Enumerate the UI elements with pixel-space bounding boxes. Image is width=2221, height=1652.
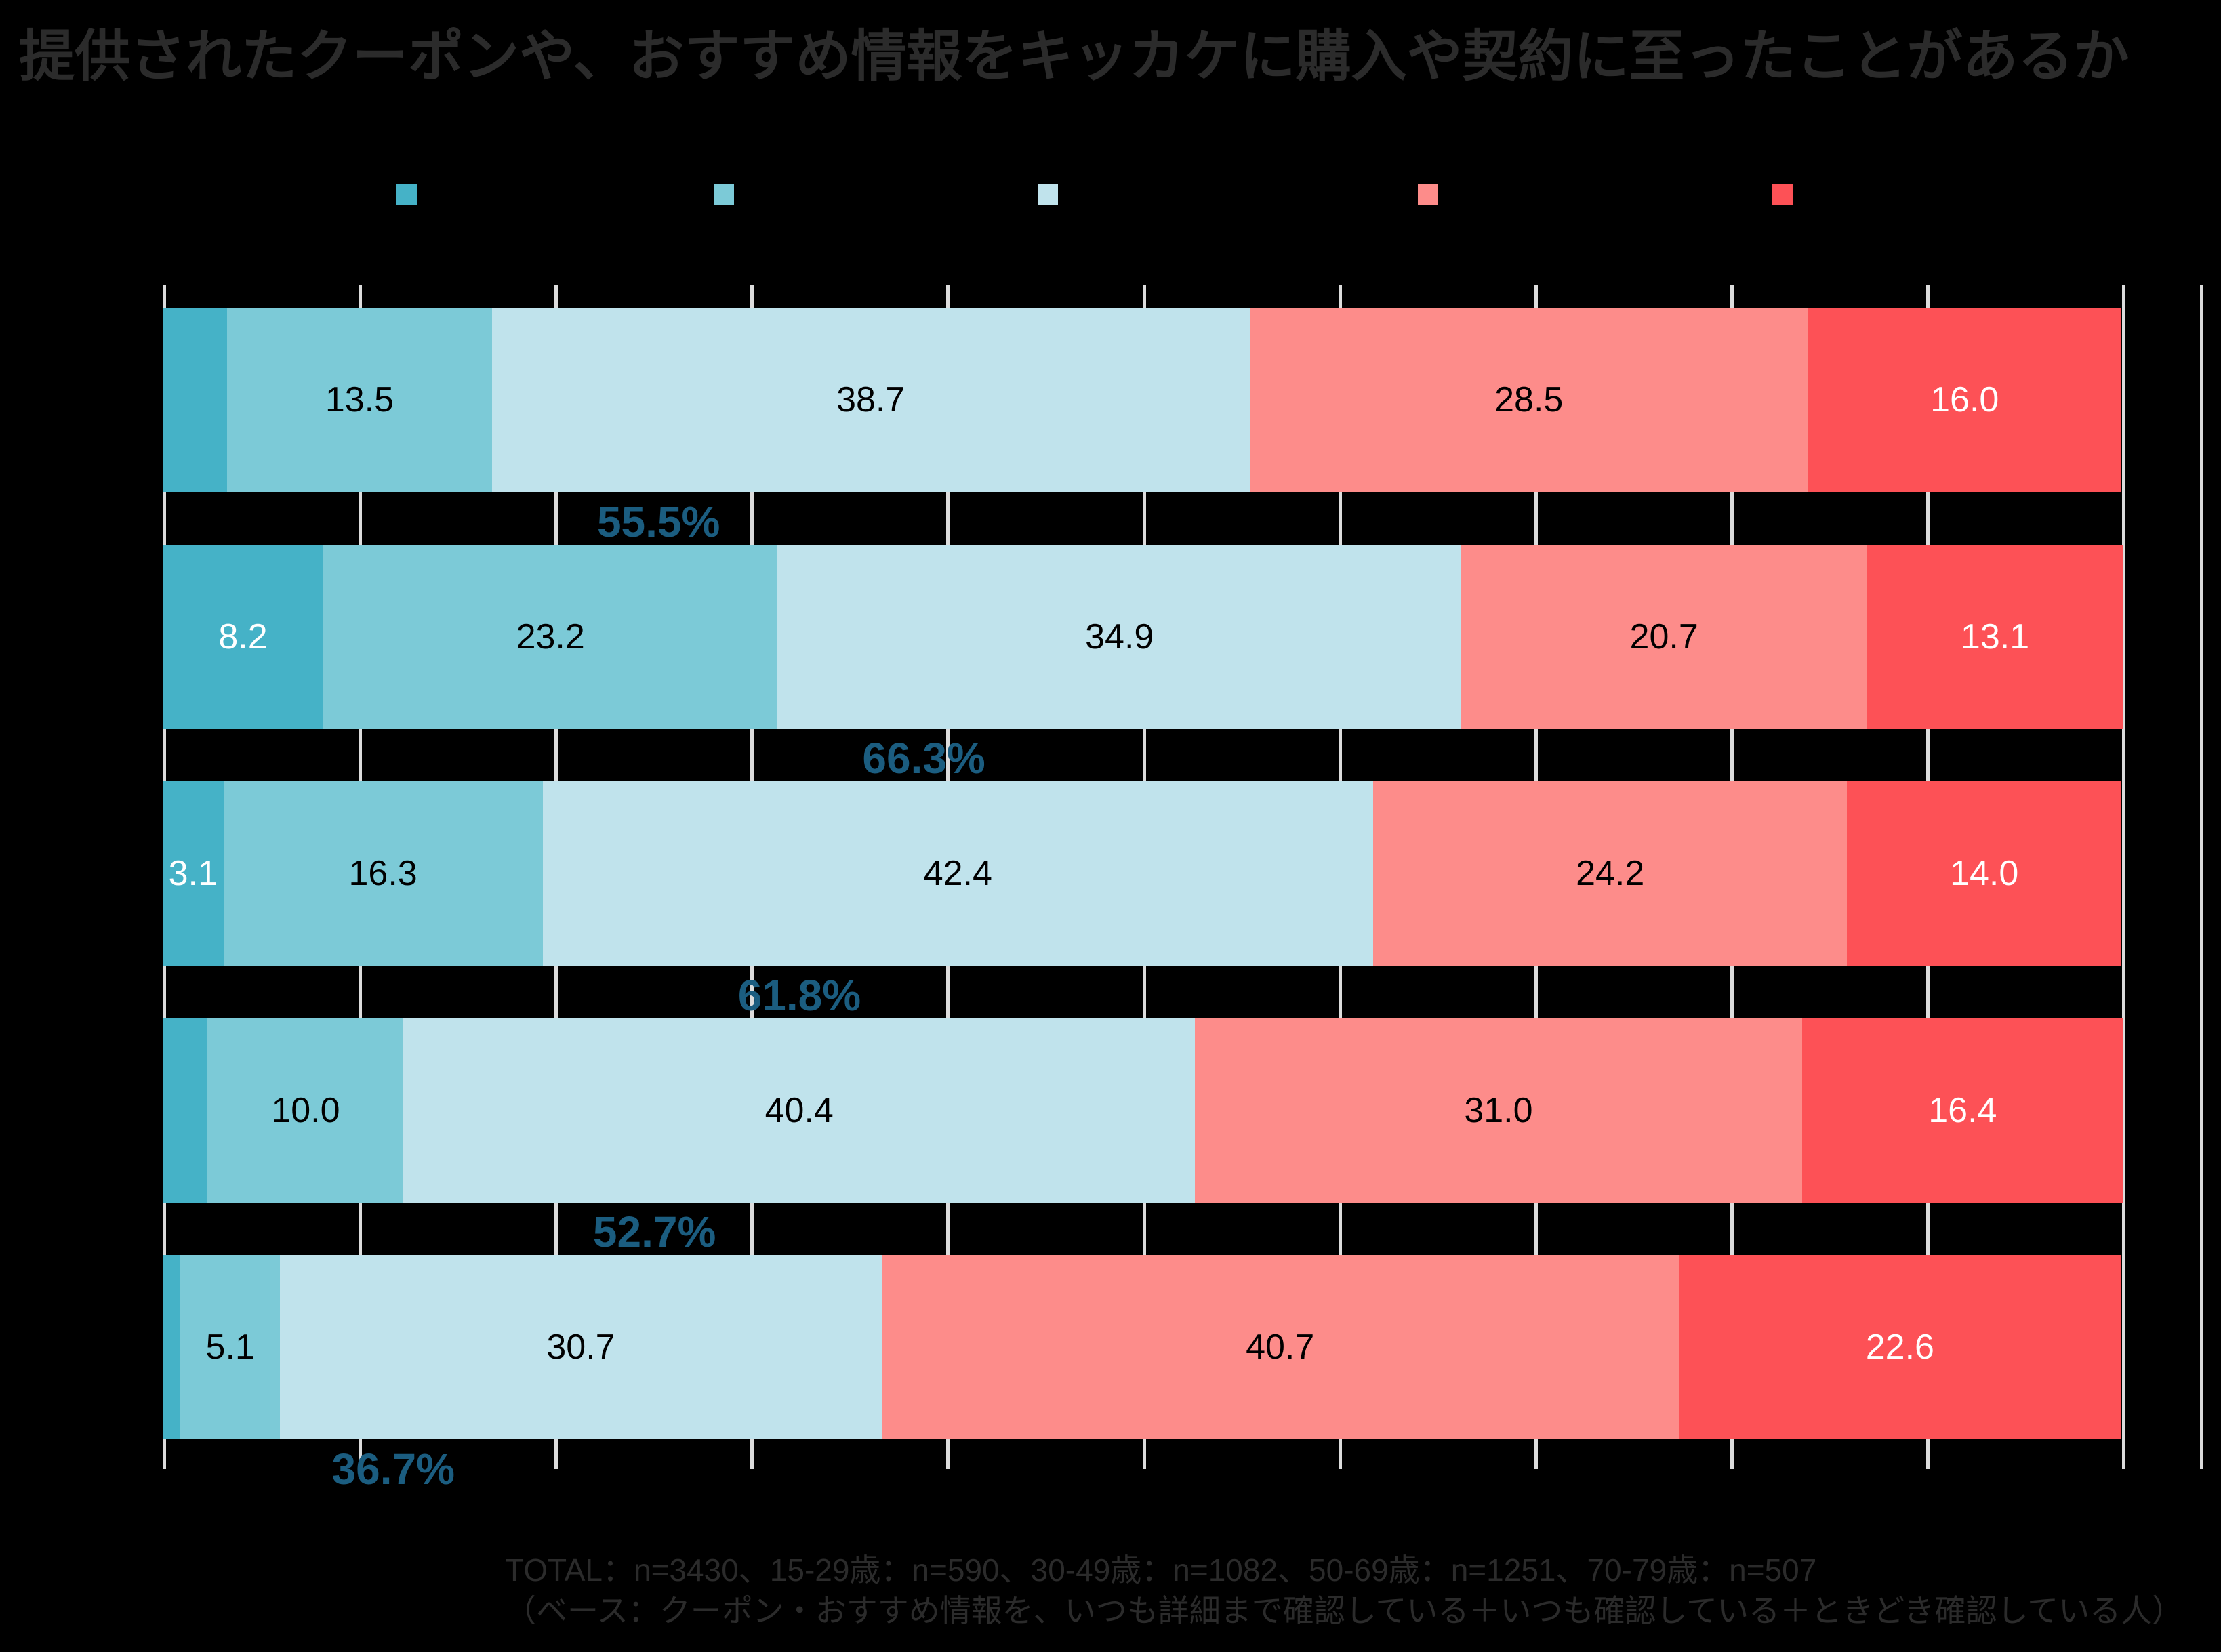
bar-segment: 13.1 <box>1867 544 2123 729</box>
bar-segment: 10.0 <box>207 1018 404 1203</box>
bar-row: 8.2 23.2 34.9 20.7 13.1 <box>163 544 2203 729</box>
segment-value-label: 5.1 <box>205 1327 255 1367</box>
segment-value-label: 14.0 <box>1950 854 2019 894</box>
subtotal-label: 61.8% <box>737 970 861 1020</box>
legend-swatch-2 <box>714 184 734 205</box>
bar-segment: 16.3 <box>223 781 543 966</box>
subtotal-label: 36.7% <box>331 1445 455 1493</box>
bar-segment: 30.7 <box>280 1255 882 1440</box>
bar-segment: 5.1 <box>180 1255 281 1440</box>
segment-value-label: 38.7 <box>836 380 905 419</box>
footnote-line-1: TOTAL：n=3430、15-29歳：n=590、30-49歳：n=1082、… <box>505 1552 1817 1588</box>
bar-segment: 22.6 <box>1678 1255 2121 1440</box>
segment-value-label: 40.7 <box>1246 1327 1315 1367</box>
footnote: TOTAL：n=3430、15-29歳：n=590、30-49歳：n=1082、… <box>505 1550 2183 1631</box>
bar-segment: 28.5 <box>1249 308 1808 492</box>
legend-swatch-3 <box>1038 184 1058 205</box>
bar-row: 10.0 40.4 31.0 16.4 <box>163 1018 2203 1203</box>
segment-value-label: 24.2 <box>1576 854 1645 894</box>
bar-segment: 23.2 <box>323 544 778 729</box>
bar-segment: 40.7 <box>881 1255 1679 1440</box>
bar-segment: 16.0 <box>1808 308 2121 492</box>
segment-value-label: 31.0 <box>1464 1090 1533 1130</box>
segment-value-label: 42.4 <box>923 854 992 894</box>
segment-value-label: 23.2 <box>516 617 585 657</box>
plot-area: 13.5 38.7 28.5 16.0 55.5% 8.2 23.2 34.9 20.7 13.1… <box>163 285 2203 1493</box>
bar-row: 13.5 38.7 28.5 16.0 <box>163 308 2203 492</box>
subtotal-label: 55.5% <box>596 497 720 546</box>
segment-value-label: 8.2 <box>218 617 268 657</box>
bar-segment: 8.2 <box>163 544 323 729</box>
bar-segment: 13.5 <box>227 308 492 492</box>
footnote-line-2: （ベース：クーポン・おすすめ情報を、いつも詳細まで確認している＋いつも確認してい… <box>505 1593 2184 1628</box>
bar-segment: 24.2 <box>1372 781 1848 966</box>
bar-row: 5.1 30.7 40.7 22.6 <box>163 1255 2203 1440</box>
segment-value-label: 28.5 <box>1494 380 1564 419</box>
segment-value-label: 13.5 <box>325 380 394 419</box>
segment-value-label: 34.9 <box>1085 617 1154 657</box>
bar-row: 3.1 16.3 42.4 24.2 14.0 <box>163 781 2203 966</box>
bar-segment <box>163 1255 180 1440</box>
segment-value-label: 22.6 <box>1865 1327 1934 1367</box>
bar-segment: 31.0 <box>1195 1018 1802 1203</box>
subtotal-label: 66.3% <box>862 734 985 783</box>
page-title: 提供されたクーポンや、おすすめ情報をキッカケに購入や契約に至ったことがあるか <box>19 26 2130 87</box>
segment-value-label: 20.7 <box>1629 617 1698 657</box>
bar-segment <box>163 1018 208 1203</box>
segment-value-label: 30.7 <box>546 1327 615 1367</box>
plot-right-border <box>2200 285 2203 1469</box>
segment-value-label: 13.1 <box>1960 617 2030 657</box>
segment-value-label: 16.4 <box>1928 1090 1997 1130</box>
bar-segment: 40.4 <box>403 1018 1195 1203</box>
subtotal-label: 52.7% <box>592 1207 716 1257</box>
bar-segment: 16.4 <box>1801 1018 2123 1203</box>
bar-segment: 42.4 <box>542 781 1373 966</box>
segment-value-label: 16.0 <box>1930 380 1999 419</box>
bar-segment: 20.7 <box>1461 544 1867 729</box>
segment-value-label: 40.4 <box>765 1090 834 1130</box>
segment-value-label: 10.0 <box>271 1090 340 1130</box>
gridline <box>2122 285 2126 1469</box>
legend-swatch-5 <box>1772 184 1793 205</box>
bar-segment <box>163 308 228 492</box>
bar-segment: 34.9 <box>777 544 1462 729</box>
bar-segment: 14.0 <box>1847 781 2121 966</box>
legend-swatch-1 <box>396 184 417 205</box>
bar-segment: 3.1 <box>163 781 224 966</box>
segment-value-label: 3.1 <box>168 854 218 894</box>
bar-segment: 38.7 <box>491 308 1250 492</box>
segment-value-label: 16.3 <box>348 854 417 894</box>
legend-swatch-4 <box>1418 184 1438 205</box>
